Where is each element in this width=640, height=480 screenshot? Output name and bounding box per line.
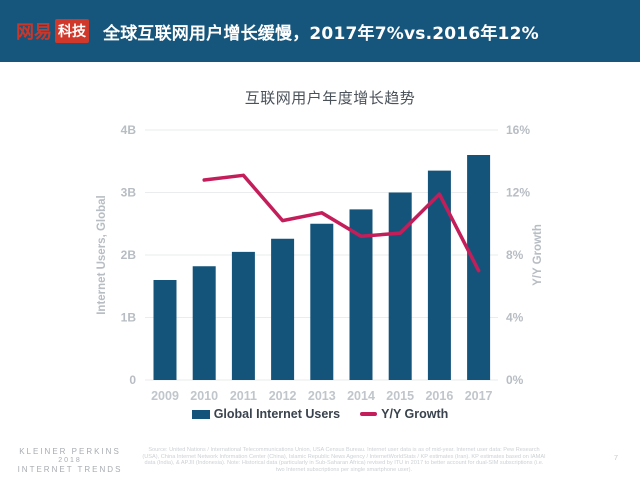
right-axis-tick: 16%: [506, 123, 530, 137]
bar-2016: [427, 170, 451, 380]
bar-2010: [192, 266, 216, 380]
chart-title: 互联网用户年度增长趋势: [244, 89, 416, 107]
legend-item-growth: Y/Y Growth: [360, 407, 448, 421]
right-axis-label: Y/Y Growth: [532, 224, 544, 286]
right-axis-tick: 0%: [506, 373, 524, 387]
brand-line-3: INTERNET TRENDS: [17, 465, 123, 474]
brand-line-2: 2018: [58, 457, 82, 464]
x-label-2012: 2012: [269, 389, 297, 403]
page-number: 7: [613, 453, 619, 462]
left-axis-tick: 4B: [121, 123, 137, 137]
bar-2011: [231, 251, 255, 380]
bar-2013: [310, 223, 334, 380]
chart-legend: Global Internet Users Y/Y Growth: [0, 404, 640, 424]
logo-netease-text: 网易: [16, 22, 52, 43]
right-axis-tick: 4%: [506, 311, 524, 325]
brand-line-1: KLEINER PERKINS: [19, 447, 121, 456]
x-label-2014: 2014: [347, 389, 375, 403]
right-axis-tick: 12%: [506, 186, 530, 200]
left-axis-tick: 0: [129, 373, 136, 387]
x-label-2011: 2011: [230, 389, 257, 403]
bar-2015: [388, 192, 412, 380]
right-axis-tick: 8%: [506, 248, 524, 262]
growth-line: [202, 173, 481, 273]
source-note: Source: United Nations / International T…: [142, 447, 546, 473]
x-label-2017: 2017: [465, 389, 493, 403]
bar-2012: [271, 238, 295, 380]
article-title: 全球互联网用户增长缓慢，2017年7%vs.2016年12%: [103, 23, 539, 44]
kleiner-perkins-brand: KLEINER PERKINS 2018 INTERNET TRENDS: [6, 447, 134, 474]
left-axis-label: Internet Users, Global: [96, 195, 108, 315]
legend-label-growth: Y/Y Growth: [381, 407, 449, 421]
x-label-2013: 2013: [308, 389, 336, 403]
legend-label-users: Global Internet Users: [213, 407, 341, 421]
x-label-2010: 2010: [190, 389, 218, 403]
legend-item-users: Global Internet Users: [191, 407, 341, 421]
netease-tech-logo: 网易 科技: [16, 18, 89, 44]
left-axis-tick: 3B: [121, 186, 137, 200]
bar-2009: [153, 280, 177, 380]
bar-swatch-icon: [191, 409, 210, 419]
line-swatch-icon: [360, 412, 378, 416]
header-bar: 网易 科技 全球互联网用户增长缓慢，2017年7%vs.2016年12%: [0, 0, 640, 62]
x-label-2015: 2015: [386, 389, 414, 403]
x-label-2009: 2009: [151, 389, 179, 403]
left-axis-tick: 1B: [121, 311, 137, 325]
x-label-2016: 2016: [425, 389, 453, 403]
logo-tech-badge: 科技: [55, 19, 89, 43]
left-axis-tick: 2B: [121, 248, 137, 262]
bar-2014: [349, 209, 373, 380]
